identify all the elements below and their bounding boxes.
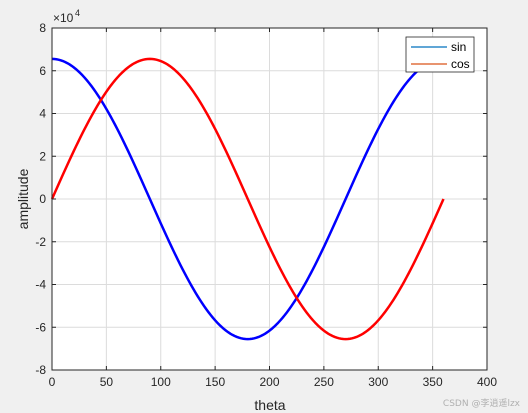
series-line-cos <box>50 57 445 341</box>
x-tick-label: 400 <box>477 375 497 389</box>
x-tick-label: 100 <box>151 375 171 389</box>
y-tick-labels: -8 -6 -4 -2 0 2 4 6 8 <box>35 21 46 377</box>
legend-label-sin: sin <box>451 40 466 54</box>
y-tick-label: -6 <box>35 320 46 334</box>
y-tick-label: 8 <box>39 21 46 35</box>
y-tick-label: -2 <box>35 235 46 249</box>
x-tick-label: 250 <box>314 375 334 389</box>
x-tick-label: 150 <box>205 375 225 389</box>
x-axis-label: theta <box>254 397 285 413</box>
y-tick-label: -8 <box>35 363 46 377</box>
series-line-sin <box>51 57 444 341</box>
x-tick-label: 350 <box>423 375 443 389</box>
y-exponent-label: ×10 <box>53 11 74 25</box>
x-tick-labels: 0 50 100 150 200 250 300 350 400 <box>49 375 498 389</box>
y-axis-label: amplitude <box>15 168 31 229</box>
x-tick-label: 50 <box>100 375 114 389</box>
y-tick-label: 6 <box>39 64 46 78</box>
y-tick-label: 0 <box>39 192 46 206</box>
x-tick-label: 0 <box>49 375 56 389</box>
y-tick-label: 2 <box>39 149 46 163</box>
y-tick-label: 4 <box>39 107 46 121</box>
legend-label-cos: cos <box>451 57 470 71</box>
series-lines <box>50 57 445 341</box>
watermark: CSDN @李逍遥lzx <box>442 399 520 409</box>
y-exponent-power: 4 <box>75 8 80 18</box>
legend-box <box>405 36 475 73</box>
x-tick-label: 300 <box>368 375 388 389</box>
ticks <box>51 27 488 371</box>
legend[interactable]: sin cos <box>405 36 475 73</box>
x-tick-label: 200 <box>259 375 279 389</box>
y-tick-label: -4 <box>35 278 46 292</box>
